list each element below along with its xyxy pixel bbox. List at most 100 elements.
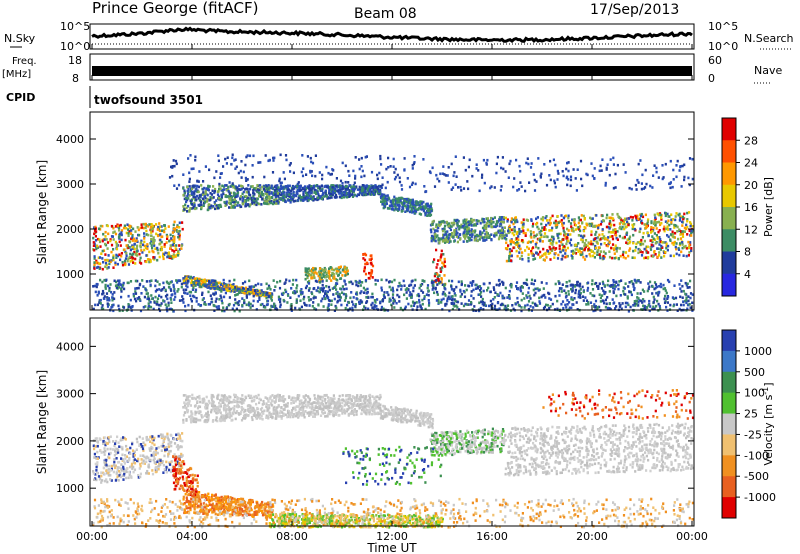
data-cell [544, 216, 547, 220]
data-cell [325, 195, 328, 198]
data-cell [515, 281, 519, 284]
data-cell [222, 185, 226, 188]
data-cell [621, 225, 624, 229]
data-cell [146, 243, 149, 246]
data-cell [379, 300, 382, 304]
data-cell [453, 218, 456, 222]
data-cell [549, 216, 552, 220]
data-cell [289, 296, 292, 299]
data-cell [380, 196, 383, 200]
data-cell [352, 185, 355, 188]
data-cell [539, 233, 542, 236]
data-cell [488, 281, 491, 285]
data-cell [483, 220, 486, 224]
data-cell [252, 199, 255, 202]
data-cell [155, 302, 158, 306]
data-cell [579, 234, 583, 238]
data-cell [453, 240, 456, 243]
data-cell [550, 235, 554, 239]
data-cell [127, 305, 130, 309]
data-cell [113, 291, 116, 294]
data-cell [195, 277, 198, 280]
data-cell [239, 195, 242, 198]
data-cell [134, 257, 137, 261]
data-cell [611, 237, 615, 241]
data-cell [499, 291, 502, 295]
data-cell [130, 237, 133, 241]
data-cell [175, 229, 178, 232]
data-cell [165, 280, 168, 284]
data-cell [348, 195, 351, 198]
data-cell [643, 299, 646, 303]
data-cell [166, 237, 169, 240]
data-cell [635, 299, 638, 303]
data-cell [564, 303, 567, 307]
data-cell [439, 270, 442, 273]
data-cell [335, 195, 338, 199]
data-cell [209, 192, 212, 195]
data-cell [601, 214, 604, 217]
data-cell [105, 263, 108, 267]
data-cell [481, 236, 484, 240]
data-cell [666, 278, 670, 282]
data-cell [354, 305, 357, 308]
data-cell [564, 249, 567, 252]
data-cell [492, 286, 495, 289]
data-cell [303, 195, 306, 198]
data-cell [516, 301, 519, 304]
data-cell [534, 304, 538, 307]
data-cell [643, 304, 646, 308]
data-cell [303, 198, 306, 201]
data-cell [522, 225, 525, 228]
data-cell [249, 203, 252, 206]
data-cell [681, 241, 684, 244]
data-cell [345, 191, 348, 195]
data-cell [145, 292, 148, 295]
data-cell [272, 202, 275, 206]
data-cell [325, 271, 328, 275]
data-cell [142, 285, 145, 288]
data-cell [565, 255, 568, 258]
data-cell [580, 238, 583, 241]
data-cell [555, 247, 558, 250]
data-cell [473, 305, 476, 308]
data-cell [570, 254, 573, 257]
data-cell [397, 207, 400, 211]
data-cell [334, 285, 337, 289]
data-cell [471, 282, 474, 285]
data-cell [483, 301, 486, 305]
data-cell [173, 289, 176, 293]
data-cell [149, 283, 152, 287]
data-cell [278, 286, 282, 290]
data-cell [118, 283, 121, 286]
data-cell [325, 279, 328, 282]
data-cell [522, 222, 525, 226]
data-cell [569, 238, 573, 242]
data-cell [238, 184, 241, 188]
data-cell [589, 254, 592, 258]
data-cell [289, 170, 292, 173]
data-cell [96, 244, 99, 248]
data-cell [221, 184, 224, 188]
data-cell [167, 301, 170, 305]
data-cell [561, 224, 564, 227]
data-cell [321, 280, 324, 283]
data-cell [648, 302, 651, 306]
data-cell [477, 293, 480, 296]
data-cell [149, 242, 152, 245]
data-cell [557, 232, 561, 236]
data-cell [362, 185, 365, 189]
data-cell [321, 288, 324, 291]
data-cell [147, 225, 150, 228]
data-cell [158, 255, 161, 259]
data-cell [312, 273, 315, 276]
data-cell [243, 292, 246, 295]
data-cell [563, 289, 566, 292]
data-cell [172, 255, 175, 259]
data-cell [608, 241, 611, 244]
data-cell [680, 250, 683, 254]
data-cell [416, 294, 419, 297]
data-cell [543, 163, 546, 166]
data-cell [259, 184, 262, 187]
data-cell [142, 305, 145, 309]
